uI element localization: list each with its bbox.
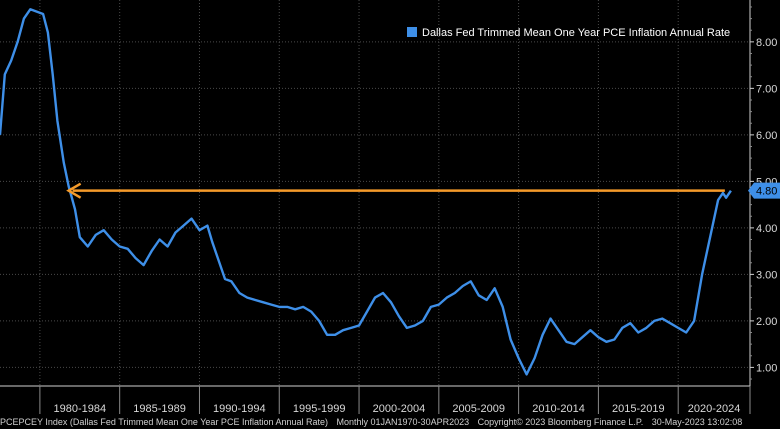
legend: Dallas Fed Trimmed Mean One Year PCE Inf… (407, 27, 730, 39)
x-tick-label: 1980-1984 (53, 403, 106, 415)
x-tick-label: 1985-1989 (133, 403, 186, 415)
y-tick-label: 1.00 (756, 362, 777, 374)
x-tick-label: 2000-2004 (373, 403, 426, 415)
footer-series-info: PCEPCEY Index (Dallas Fed Trimmed Mean O… (0, 417, 328, 427)
series-layer (0, 8, 732, 376)
legend-label: Dallas Fed Trimmed Mean One Year PCE Inf… (422, 27, 730, 39)
chart-footer: PCEPCEY Index (Dallas Fed Trimmed Mean O… (0, 416, 780, 429)
y-axis: 1.002.003.004.005.006.007.008.00 (749, 0, 777, 386)
x-tick-label: 1995-1999 (293, 403, 346, 415)
x-axis: 1980-1984 1985-1989 1990-1994 1995-1999 2000… (0, 385, 751, 415)
x-tick-label: 2005-2009 (452, 403, 505, 415)
y-tick-label: 7.00 (756, 83, 777, 95)
gridlines (0, 0, 750, 386)
series-line (0, 8, 732, 376)
y-tick-label: 6.00 (756, 130, 777, 142)
y-tick-label: 3.00 (756, 269, 777, 281)
y-tick-label: 2.00 (756, 316, 777, 328)
legend-swatch (407, 27, 417, 37)
y-tick-label: 8.00 (756, 37, 777, 49)
last-value-label: 4.80 (756, 186, 777, 198)
last-value-tag (748, 182, 780, 199)
y-tick-label: 4.00 (756, 223, 777, 235)
x-tick-label: 2010-2014 (532, 403, 585, 415)
footer-copyright: Copyright© 2023 Bloomberg Finance L.P. (477, 417, 644, 427)
footer-frequency: Monthly 01JAN1970-30APR2023 (336, 417, 470, 427)
x-tick-label: 2015-2019 (612, 403, 665, 415)
annotation-layer: 4.80 (66, 182, 780, 199)
footer-timestamp: 30-May-2023 13:02:08 (651, 417, 743, 427)
annotation-arrow-head (66, 182, 82, 199)
x-tick-label: 2020-2024 (688, 403, 741, 415)
x-tick-label: 1990-1994 (213, 403, 266, 415)
